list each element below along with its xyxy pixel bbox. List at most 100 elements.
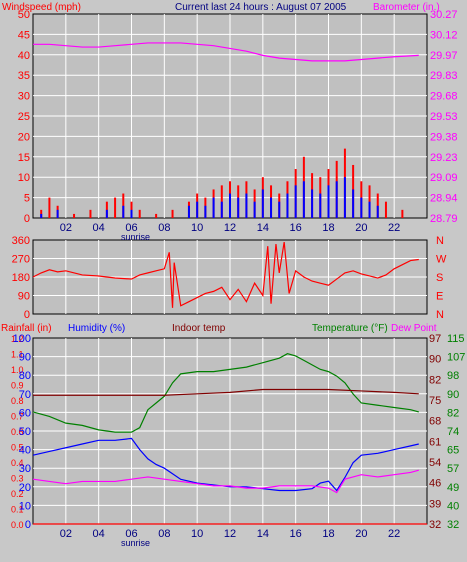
x-tick-label: 06 — [125, 528, 137, 540]
rain-tick-label: 0.3 — [11, 474, 24, 484]
humidity-tick-label: 0 — [25, 519, 31, 531]
indoor-tick-label: 61 — [429, 436, 441, 448]
direction-tick-label: 360 — [12, 235, 30, 247]
barometer-title: Barometer (in.) — [373, 2, 440, 13]
rain-tick-label: 1.1 — [11, 350, 24, 360]
direction-tick-label: 180 — [12, 272, 30, 284]
barometer-tick-label: 29.38 — [430, 131, 458, 143]
x-tick-label: 10 — [191, 528, 203, 540]
x-tick-label: 12 — [224, 528, 236, 540]
dewpoint-line — [32, 469, 419, 494]
humidity-tick-label: 50 — [19, 426, 31, 438]
indoor-tick-label: 97 — [429, 333, 441, 345]
compass-tick-label: N — [436, 235, 444, 247]
barometer-tick-label: 28.94 — [430, 193, 458, 205]
x-tick-label: 02 — [60, 528, 72, 540]
wind-tick-label: 20 — [18, 131, 30, 143]
barometer-tick-label: 29.97 — [430, 50, 458, 62]
compass-tick-label: N — [436, 309, 444, 321]
rain-axis: 0.0 0.1 0.2 0.3 0.4 0.5 0.6 0.7 0.8 0.9 1.0 1.1 1.2 — [11, 334, 24, 530]
indoor-tick-label: 68 — [429, 416, 441, 428]
temperature-tick-label: 49 — [447, 482, 459, 494]
wind-tick-label: 5 — [24, 193, 30, 205]
grid-direction — [33, 240, 427, 314]
barometer-right-axis: 28.79 28.94 29.09 29.23 29.38 29.53 29.68 29.83… — [430, 9, 458, 225]
humidity-tick-label: 70 — [19, 389, 31, 401]
temperature-tick-label: 90 — [447, 389, 459, 401]
humidity-line — [32, 437, 419, 492]
humidity-tick-label: 90 — [19, 352, 31, 364]
humidity-tick-label: 30 — [19, 463, 31, 475]
rain-tick-label: 0.2 — [11, 489, 24, 499]
x-tick-label: 22 — [388, 528, 400, 540]
x-tick-label: 14 — [257, 222, 269, 234]
wind-tick-label: 25 — [18, 111, 30, 123]
wind-tick-label: 10 — [18, 172, 30, 184]
direction-line — [32, 241, 419, 308]
wind-tick-label: 50 — [18, 9, 30, 21]
temp-series — [32, 353, 427, 525]
wind-tick-label: 30 — [18, 91, 30, 103]
rain-tick-label: 0.0 — [11, 520, 24, 530]
indoor-axis: 32 39 46 54 61 68 75 82 90 97 — [429, 333, 441, 531]
x-tick-label: 14 — [257, 528, 269, 540]
rain-tick-label: 0.6 — [11, 427, 24, 437]
rain-tick-label: 0.4 — [11, 458, 24, 468]
barometer-tick-label: 29.53 — [430, 111, 458, 123]
rain-tick-label: 0.9 — [11, 381, 24, 391]
rain-tick-label: 0.7 — [11, 412, 24, 422]
x-tick-label: 18 — [322, 222, 334, 234]
humidity-tick-label: 10 — [19, 500, 31, 512]
grid-temp — [33, 338, 427, 524]
indoor-tick-label: 32 — [429, 519, 441, 531]
chart-title: Current last 24 hours : August 07 2005 — [175, 2, 347, 13]
sunrise-label-top: sunrise — [121, 232, 150, 242]
wind-tick-label: 0 — [24, 213, 30, 225]
barometer-tick-label: 29.68 — [430, 91, 458, 103]
indoor-tick-label: 39 — [429, 498, 441, 510]
wind-tick-label: 35 — [18, 70, 30, 82]
barometer-tick-label: 28.79 — [430, 213, 458, 225]
temperature-tick-label: 107 — [447, 352, 465, 364]
indoor-temp-title: Indoor temp — [172, 323, 226, 334]
indoor-tick-label: 90 — [429, 354, 441, 366]
x-tick-label: 22 — [388, 222, 400, 234]
rainfall-title: Rainfall (in) — [1, 323, 52, 334]
temperature-axis: 32 40 49 57 65 74 82 90 98 107 115 — [447, 333, 465, 531]
barometer-tick-label: 30.27 — [430, 9, 458, 21]
direction-tick-label: 90 — [18, 291, 30, 303]
indoor-tick-label: 54 — [429, 457, 441, 469]
temperature-tick-label: 98 — [447, 370, 459, 382]
compass-tick-label: E — [436, 291, 443, 303]
x-tick-label: 16 — [290, 528, 302, 540]
x-tick-label: 04 — [93, 222, 105, 234]
compass-tick-label: S — [436, 272, 443, 284]
barometer-line — [33, 42, 419, 62]
rain-tick-label: 0.1 — [11, 505, 24, 515]
wind-tick-label: 40 — [18, 50, 30, 62]
compass-tick-label: W — [436, 254, 447, 266]
x-tick-label: 20 — [355, 222, 367, 234]
temperature-tick-label: 40 — [447, 500, 459, 512]
humidity-tick-label: 80 — [19, 370, 31, 382]
wind-tick-label: 15 — [18, 152, 30, 164]
rain-tick-label: 0.8 — [11, 396, 24, 406]
humidity-axis: 0 10 20 30 40 50 60 70 80 90 100 — [13, 333, 31, 531]
x-tick-label: 16 — [290, 222, 302, 234]
x-tick-label: 12 — [224, 222, 236, 234]
direction-series — [32, 241, 419, 308]
temp-x-axis: 02 04 06 08 10 12 14 16 18 20 22 — [60, 528, 401, 540]
x-tick-label: 10 — [191, 222, 203, 234]
x-tick-label: 08 — [158, 222, 170, 234]
sunrise-label-bottom: sunrise — [121, 538, 150, 548]
temperature-tick-label: 74 — [447, 426, 459, 438]
x-tick-label: 18 — [322, 528, 334, 540]
temperature-tick-label: 82 — [447, 407, 459, 419]
x-tick-label: 04 — [93, 528, 105, 540]
humidity-tick-label: 40 — [19, 445, 31, 457]
rain-tick-label: 1.2 — [11, 334, 24, 344]
barometer-tick-label: 29.09 — [430, 172, 458, 184]
windspeed-title: Windspeed (mph) — [2, 2, 81, 13]
